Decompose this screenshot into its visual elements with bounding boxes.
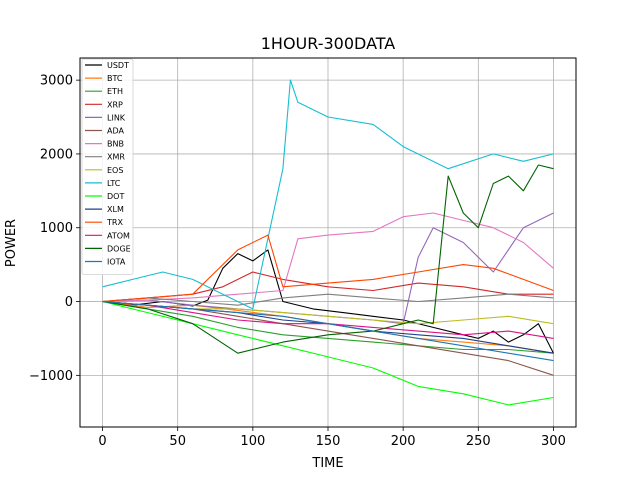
series-line-trx [102,234,554,303]
x-tick-label: 200 [391,434,416,449]
legend-entry: USDT [107,61,129,70]
legend-entry: XRP [107,100,123,109]
legend-entry: EOS [107,166,123,175]
chart-title: 1HOUR-300DATA [261,34,396,53]
legend-entry: IOTA [107,258,126,267]
legend-entry: LTC [107,179,121,188]
legend-entry: TRX [106,218,123,227]
legend-entry: ADA [107,127,124,136]
y-tick-label: 2000 [40,147,73,162]
y-tick-label: 1000 [40,221,73,236]
axis-ticks: 0 50 100 150 200 250 300 −1000 0 1000 2000 3000 [29,74,566,449]
legend-entry: ETH [107,87,123,96]
legend-entry: LINK [107,113,126,122]
legend-entry: DOGE [107,244,131,253]
legend: USDT BTC ETH XRP LINK ADA BNB XMR EOS LTC DOT XLM TR… [81,58,134,276]
series-line-dot [102,300,554,406]
legend-entry: BTC [107,74,123,83]
x-tick-label: 50 [169,434,186,449]
x-axis-label: TIME [311,456,343,471]
x-tick-label: 300 [541,434,566,449]
x-tick-label: 150 [316,434,341,449]
series-line-xmr [102,293,554,306]
legend-entry: ATOM [107,231,130,240]
x-tick-label: 0 [98,434,106,449]
legend-entry: XLM [107,205,124,214]
x-tick-label: 100 [240,434,265,449]
y-tick-label: 3000 [40,74,73,89]
series-line-eth [102,300,554,354]
series-lines [102,79,554,406]
series-line-usdt [102,249,554,354]
legend-entry: DOT [107,192,124,201]
legend-box [81,58,134,276]
series-line-bnb [102,212,554,303]
legend-entry: BNB [107,140,124,149]
series-line-doge [102,164,554,354]
series-line-ltc [102,79,554,310]
x-tick-label: 250 [466,434,491,449]
series-line-iota [102,300,554,362]
legend-entry: XMR [107,153,125,162]
y-axis-label: POWER [4,219,19,267]
series-line-link [102,212,554,325]
y-tick-label: −1000 [29,369,73,384]
y-tick-label: 0 [65,295,73,310]
